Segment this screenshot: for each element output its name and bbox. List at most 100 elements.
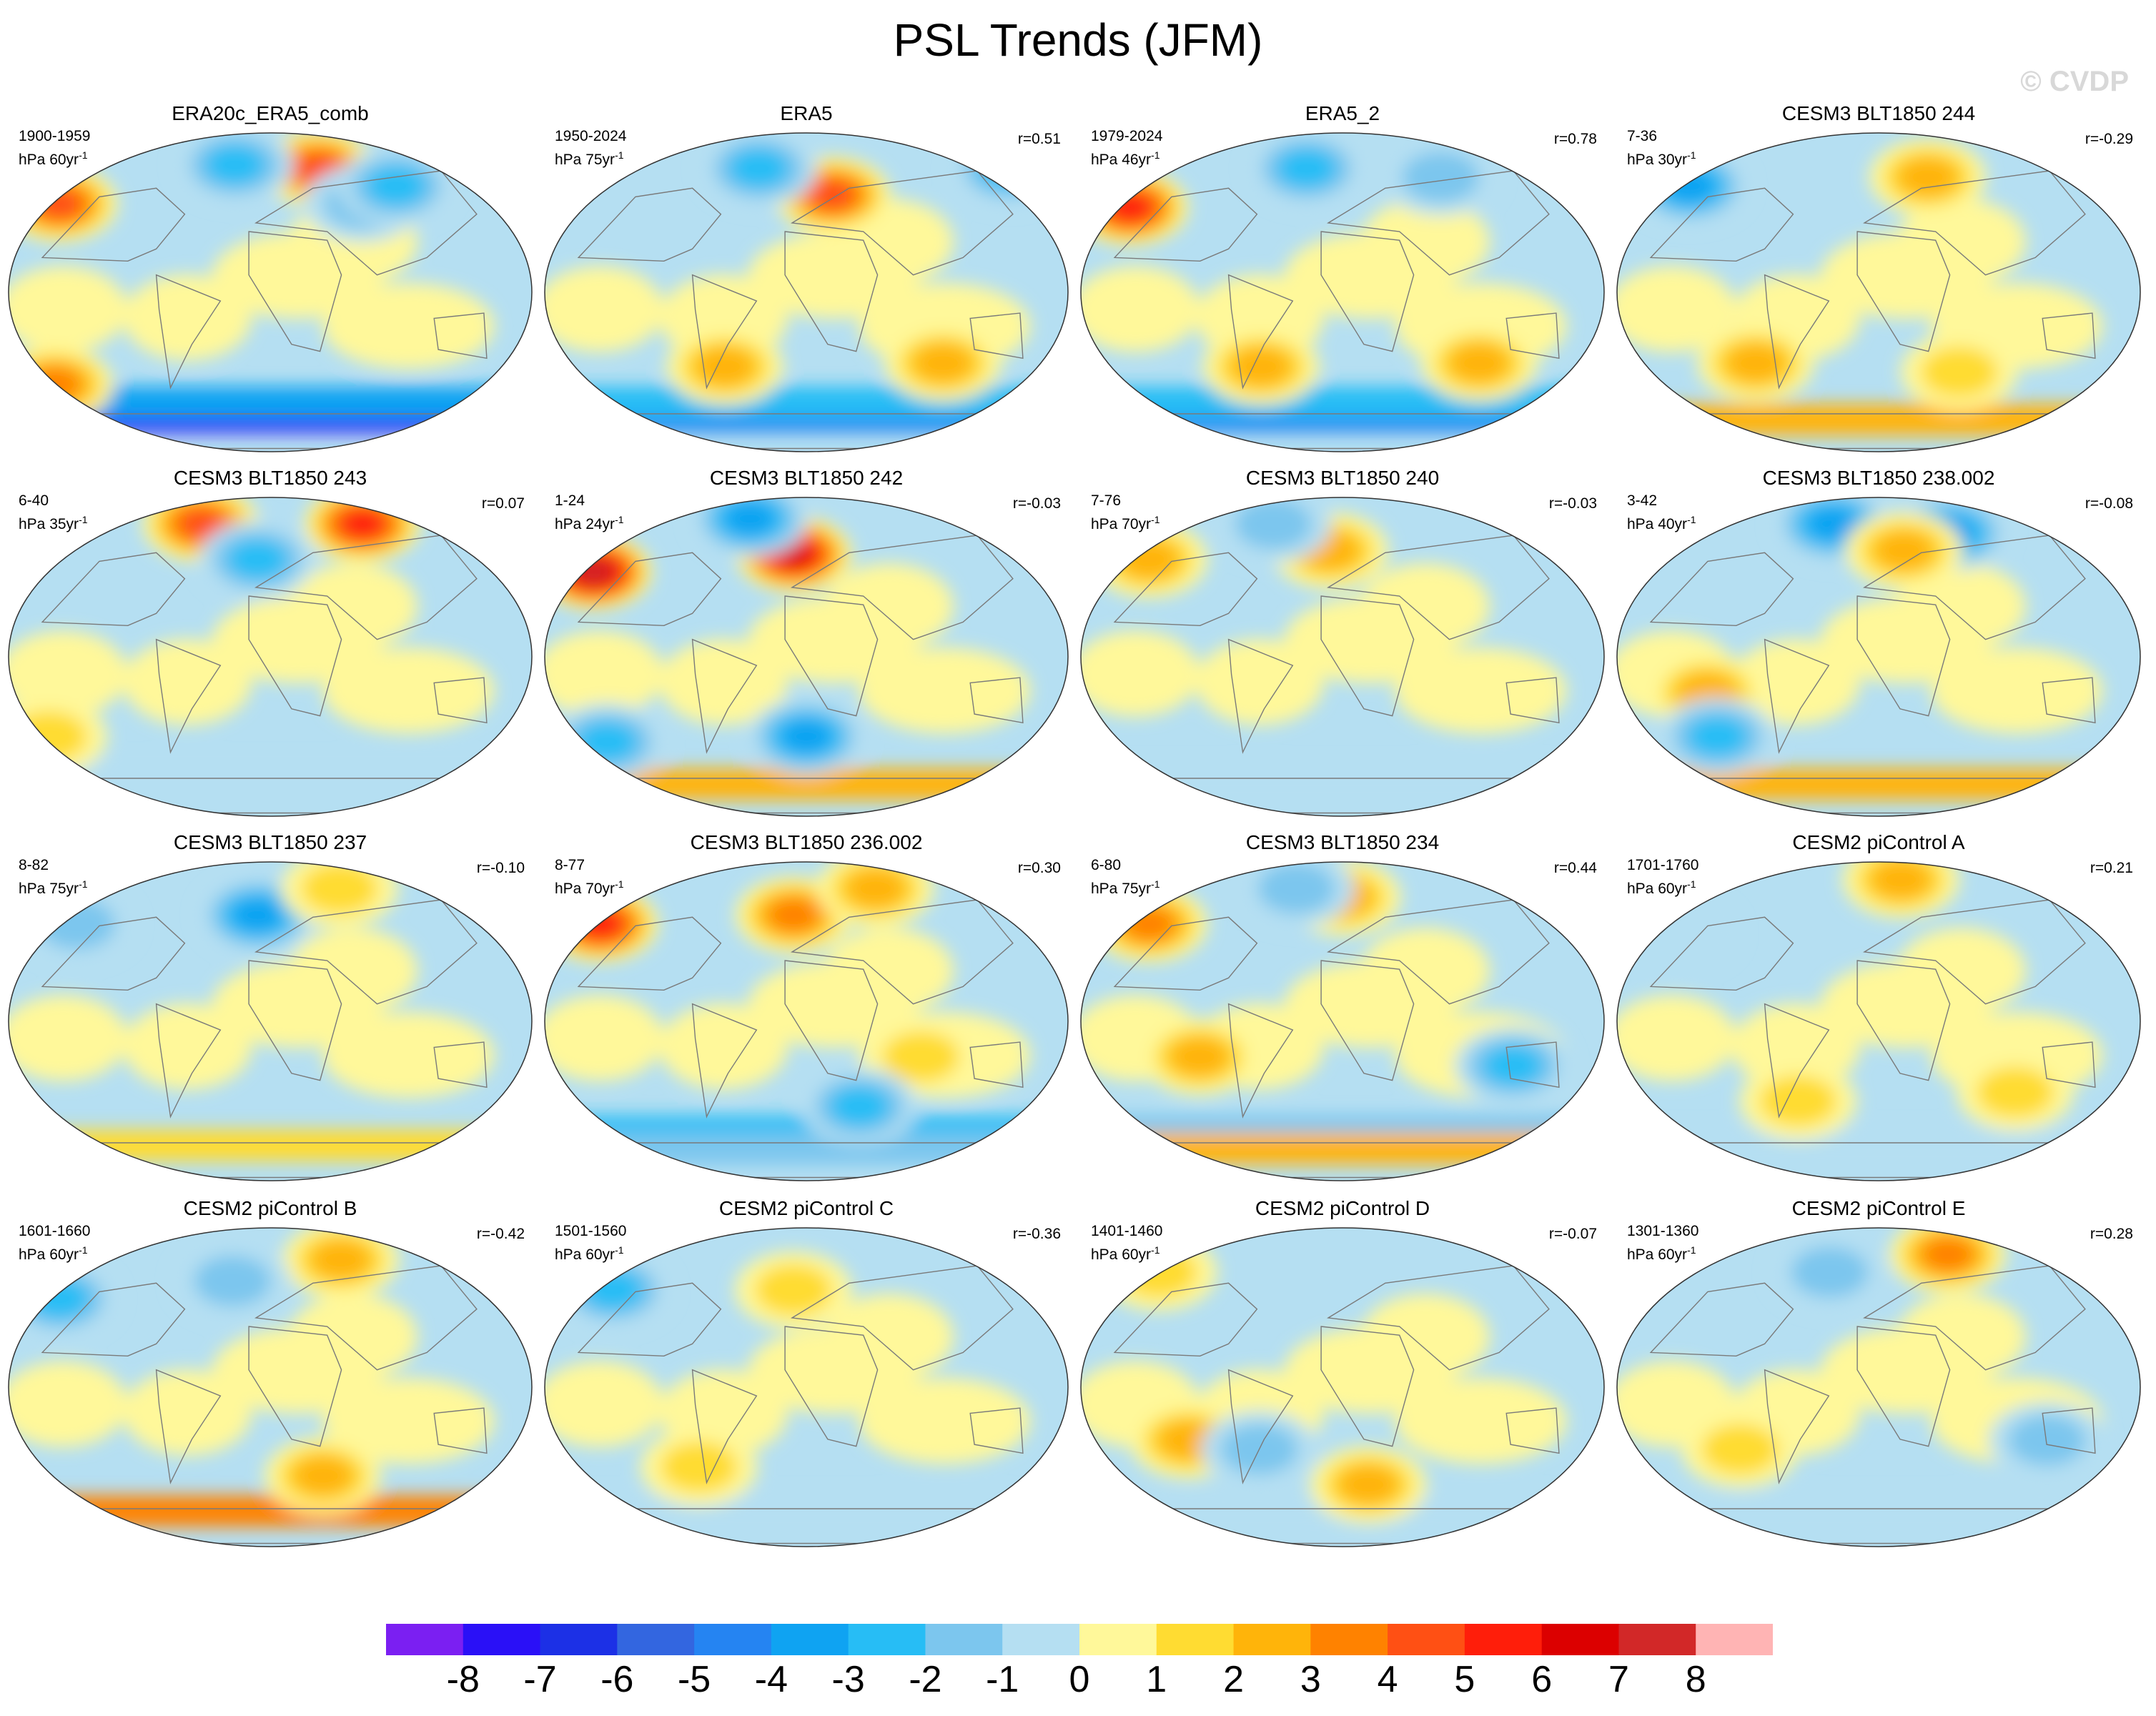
- colorbar-swatch: [1002, 1624, 1080, 1655]
- panel-correlation: r=-0.07: [1548, 1226, 1597, 1242]
- anomaly-contour: [1920, 346, 1998, 398]
- field-patch: [9, 266, 128, 352]
- panel-units: hPa 35yr-1: [19, 510, 88, 534]
- anomaly-contour: [1687, 716, 1748, 757]
- anomaly-contour: [1449, 343, 1510, 383]
- map-projection: [1080, 1227, 1605, 1547]
- field-patch: [1360, 928, 1490, 1014]
- anomaly-contour: [227, 540, 287, 580]
- field-patch: [1395, 648, 1567, 734]
- panel-title: CESM2 piControl A: [1792, 831, 1965, 853]
- coastlines: [1085, 170, 1600, 450]
- colorbar-tick-label: 0: [1069, 1659, 1090, 1700]
- field-patch: [824, 1294, 954, 1380]
- field-patch: [322, 1378, 495, 1464]
- anomaly-contour: [1622, 894, 1740, 972]
- panel-units: hPa 75yr-1: [1091, 875, 1160, 898]
- panel-units: hPa 60yr-1: [1627, 875, 1696, 898]
- colorbar-tick-label: -7: [523, 1659, 557, 1700]
- map-panel: CESM3 BLT1850 240 7-76 hPa 70yr-1 r=-0.03: [1078, 466, 1607, 830]
- anomaly-contour: [768, 898, 819, 932]
- panel-units-text: hPa 60yr: [1627, 881, 1688, 897]
- map-panel: CESM3 BLT1850 236.002 8-77 hPa 70yr-1 r=0.3…: [542, 830, 1071, 1195]
- map-projection: [8, 497, 533, 817]
- panel-units-text: hPa 40yr: [1627, 516, 1688, 532]
- panel-units-exponent: -1: [1151, 514, 1160, 525]
- field-patch: [123, 274, 252, 361]
- colorbar-swatch: [1696, 1624, 1773, 1655]
- anomaly-contour: [809, 180, 855, 210]
- field-patch: [288, 1294, 417, 1380]
- coastlines: [549, 170, 1064, 450]
- map-projection: [544, 497, 1069, 817]
- colorbar-tick-label: -2: [909, 1659, 942, 1700]
- anomaly-contour: [310, 1239, 371, 1280]
- panel-units-exponent: -1: [1687, 1244, 1696, 1256]
- figure-title: PSL Trends (JFM): [893, 14, 1263, 66]
- map-panel: CESM2 piControl D 1401-1460 hPa 60yr-1 r=-0…: [1078, 1196, 1607, 1561]
- anomaly-contour: [1807, 507, 1858, 541]
- anomaly-contour: [1871, 862, 1932, 900]
- anomaly-contour: [1977, 1066, 2054, 1118]
- panel-units-exponent: -1: [1687, 878, 1696, 890]
- colorbar-swatch: [1618, 1624, 1696, 1655]
- colorbar-tick-label: 5: [1454, 1659, 1475, 1700]
- map-border: [1616, 132, 2141, 452]
- colorbar-tick-label: 2: [1223, 1659, 1244, 1700]
- map-panel: CESM3 BLT1850 234 6-80 hPa 75yr-1 r=0.44: [1078, 830, 1607, 1195]
- anomaly-contour: [724, 502, 776, 536]
- anomaly-contour: [18, 360, 92, 409]
- colorbar-swatch: [1541, 1624, 1619, 1655]
- field-patch: [1617, 995, 1736, 1081]
- colorbar-swatch: [1079, 1624, 1157, 1655]
- field-patch: [322, 648, 495, 734]
- map-panel: CESM3 BLT1850 237 8-82 hPa 75yr-1 r=-0.10: [6, 830, 535, 1195]
- map-projection: [8, 1227, 533, 1547]
- panel-units: hPa 46yr-1: [1091, 146, 1160, 169]
- colorbar-swatch: [386, 1624, 464, 1655]
- panel-title: ERA20c_ERA5_comb: [172, 102, 369, 124]
- panel-units-text: hPa 35yr: [19, 516, 79, 532]
- colorbar-swatch: [771, 1624, 849, 1655]
- anomaly-contour: [366, 166, 427, 207]
- panel-title: CESM2 piControl E: [1791, 1197, 1966, 1219]
- field-patch: [545, 995, 664, 1081]
- map-projection: [1080, 497, 1605, 817]
- panel-units: hPa 30yr-1: [1627, 146, 1696, 169]
- map-border: [1080, 497, 1605, 817]
- panel-title: CESM2 piControl B: [183, 1197, 357, 1219]
- colorbar-tick-label: -4: [754, 1659, 788, 1700]
- colorbar: [386, 1624, 1773, 1655]
- panel-units-exponent: -1: [1687, 514, 1696, 525]
- map-border: [1080, 861, 1605, 1181]
- panel-year-range: 1979-2024: [1091, 128, 1163, 144]
- field-patch: [824, 928, 954, 1014]
- field-patch: [123, 1003, 252, 1090]
- anomaly-contour: [1257, 863, 1335, 914]
- anomaly-contour: [2008, 1414, 2086, 1466]
- map-projection: [544, 861, 1069, 1181]
- field-patch: [659, 1003, 788, 1090]
- anomaly-contour: [37, 189, 82, 219]
- map-panel: CESM2 piControl B 1601-1660 hPa 60yr-1 r=-0…: [6, 1196, 535, 1561]
- map-panel: CESM2 piControl E 1301-1360 hPa 60yr-1 r=0.…: [1614, 1196, 2143, 1561]
- anomaly-contour: [728, 148, 789, 189]
- field-patch: [322, 1012, 495, 1098]
- panel-units-exponent: -1: [1151, 1244, 1160, 1256]
- colorbar-swatch: [694, 1624, 772, 1655]
- field-patch: [288, 928, 417, 1014]
- field-patch: [288, 563, 417, 650]
- field-patch: [859, 648, 1031, 734]
- panel-units-text: hPa 75yr: [1091, 881, 1152, 897]
- coastlines: [549, 535, 1064, 814]
- map-border: [1080, 132, 1605, 452]
- panel-units-exponent: -1: [615, 514, 624, 525]
- colorbar-tick-label: 3: [1300, 1659, 1321, 1700]
- coastlines: [549, 1265, 1064, 1544]
- map-panel: CESM3 BLT1850 243 6-40 hPa 35yr-1 r=0.07: [6, 466, 535, 830]
- panel-title: CESM3 BLT1850 237: [173, 831, 367, 853]
- panel-title: CESM3 BLT1850 243: [173, 467, 367, 489]
- map-border: [8, 497, 533, 817]
- map-panel: CESM3 BLT1850 244 7-36 hPa 30yr-1 r=-0.29: [1614, 101, 2143, 466]
- panel-units-text: hPa 60yr: [19, 1246, 79, 1263]
